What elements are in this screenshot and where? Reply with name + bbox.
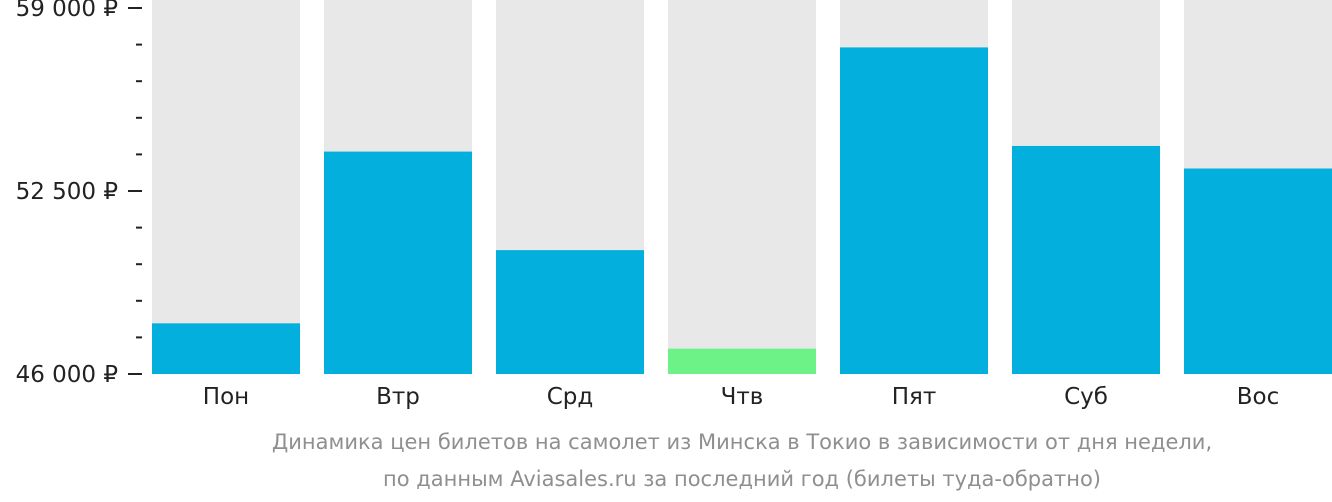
chart-caption-line-2: по данным Aviasales.ru за последний год … [383,467,1101,491]
y-tick-label-3: 46 000 ₽ [16,362,118,388]
x-tick-label-2: Втр [376,384,420,410]
chart-caption-line-1: Динамика цен билетов на самолет из Минск… [271,430,1213,454]
bar-2 [324,151,472,374]
bar-3 [496,250,644,374]
bar-5 [840,47,988,375]
x-tick-label-1: Пон [203,384,249,410]
bar-6 [1012,145,1160,374]
x-tick-label-7: Вос [1237,384,1280,410]
bar-4 [668,348,816,374]
x-tick-label-3: Срд [547,384,594,410]
x-tick-label-5: Пят [892,384,937,410]
bar-background-4 [668,0,816,374]
x-tick-label-4: Чтв [721,384,764,410]
bar-7 [1184,168,1332,374]
x-tick-label-6: Суб [1064,384,1108,410]
price-by-weekday-chart: Пон Втр Срд Чтв Пят Суб Вос 59 000 ₽ 52 500 ₽ 46 … [16,0,1332,410]
bar-1 [152,323,300,374]
y-tick-label-1: 59 000 ₽ [16,0,118,22]
bar-background-1 [152,0,300,374]
y-tick-label-2: 52 500 ₽ [16,179,118,205]
